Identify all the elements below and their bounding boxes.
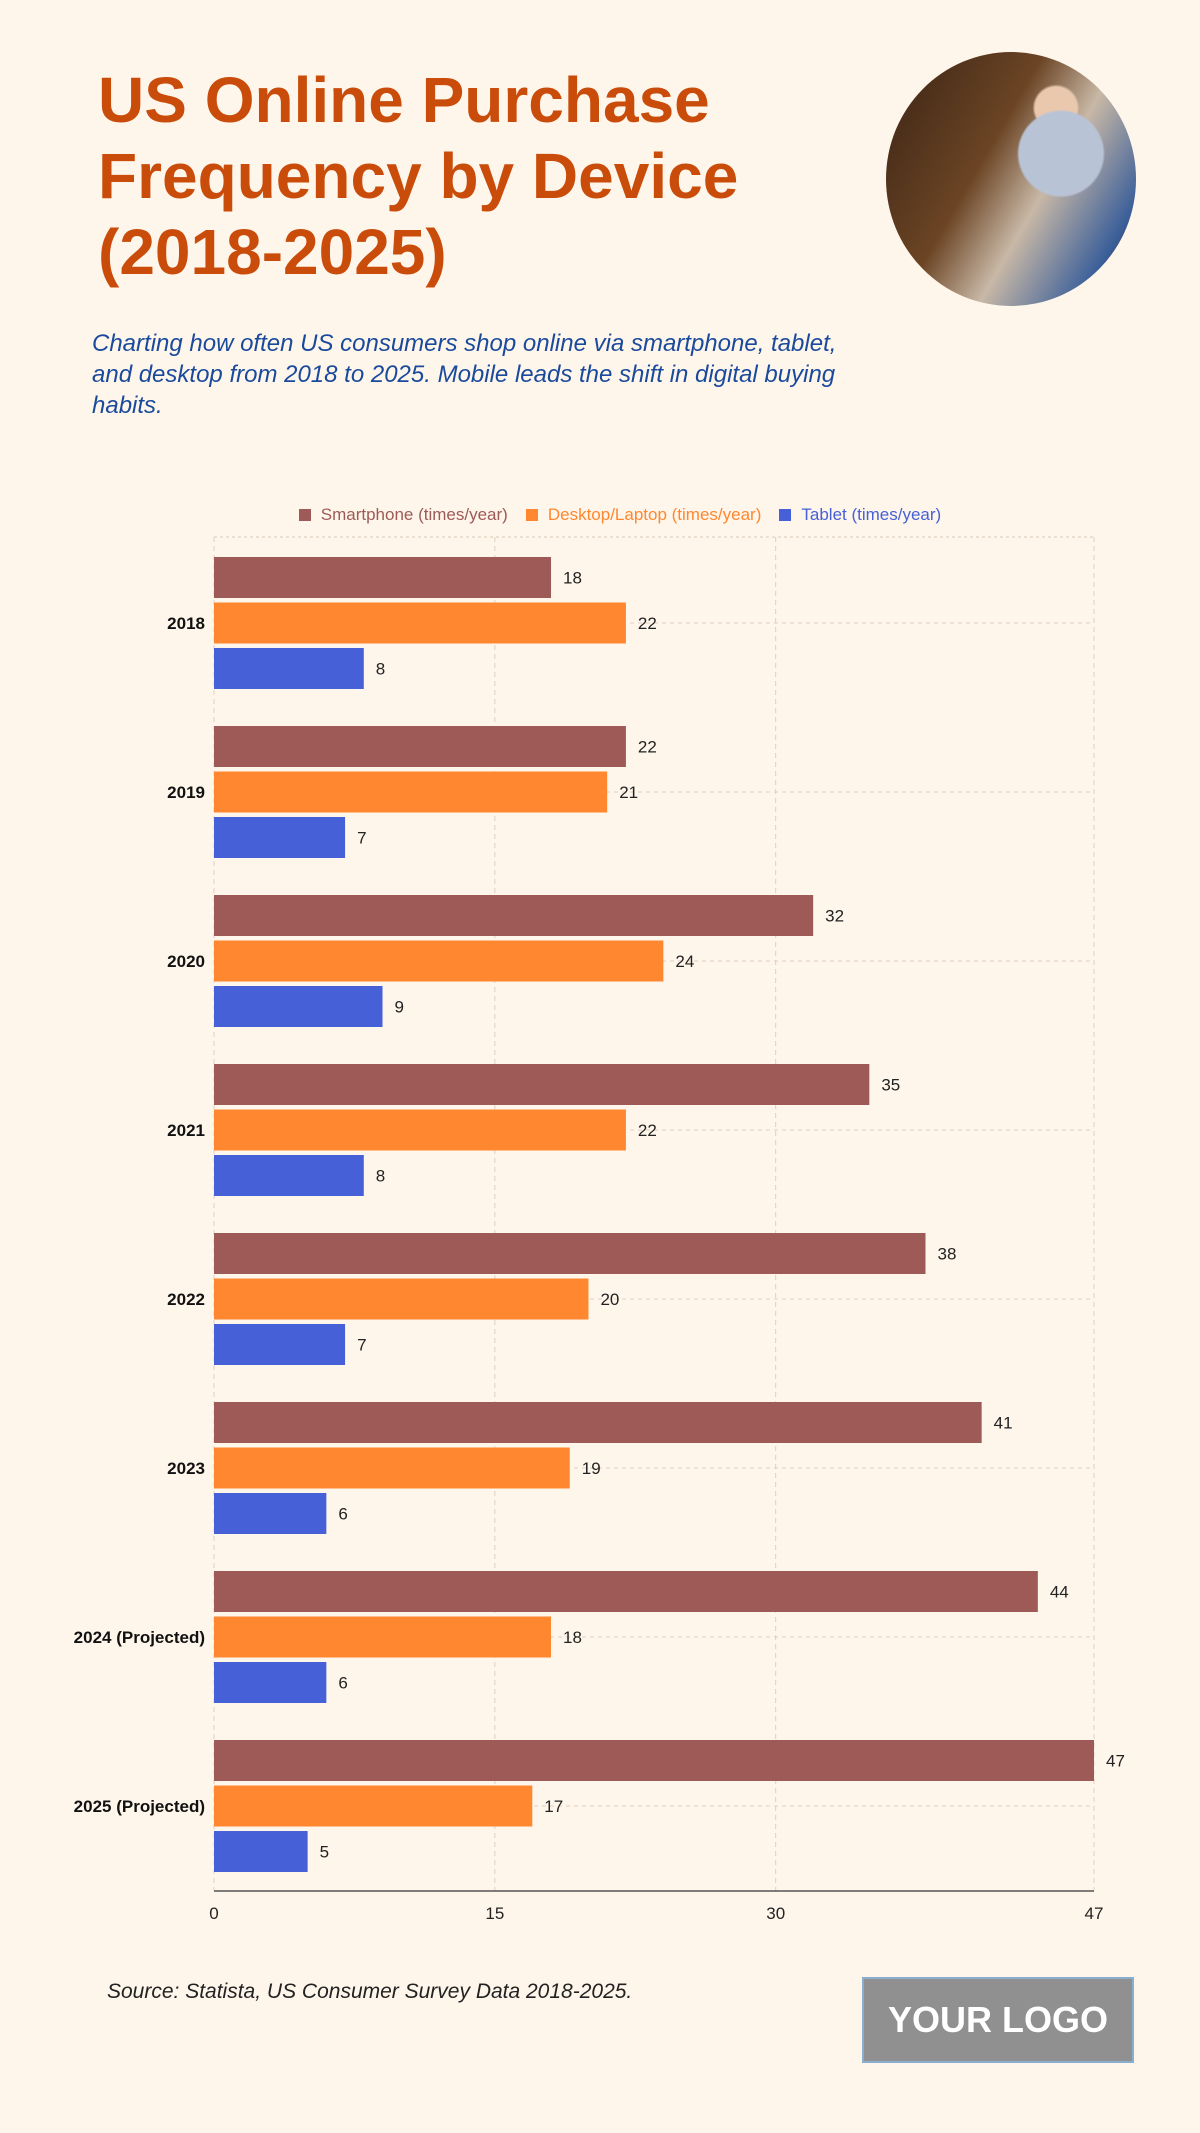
data-label: 22 — [638, 1121, 657, 1140]
bar — [214, 1493, 327, 1534]
data-label: 35 — [881, 1076, 900, 1095]
data-label: 6 — [338, 1674, 347, 1693]
data-label: 22 — [638, 614, 657, 633]
bar — [214, 1447, 570, 1489]
legend-item-smartphone: Smartphone (times/year) — [298, 505, 508, 525]
bar — [214, 895, 814, 936]
data-label: 19 — [582, 1459, 601, 1478]
bar — [214, 1109, 626, 1151]
data-label: 38 — [937, 1245, 956, 1264]
data-label: 8 — [376, 660, 385, 679]
x-tick-label: 47 — [1085, 1904, 1104, 1923]
bar — [214, 1740, 1094, 1781]
bar — [214, 1616, 552, 1658]
category-label: 2019 — [167, 783, 205, 802]
bar — [214, 986, 383, 1027]
data-label: 20 — [600, 1290, 619, 1309]
bar — [214, 1324, 346, 1365]
bar — [214, 817, 346, 858]
source-note: Source: Statista, US Consumer Survey Dat… — [107, 1980, 633, 2003]
legend-swatch — [525, 509, 538, 521]
data-label: 18 — [563, 569, 582, 588]
bar — [214, 771, 608, 813]
category-label: 2025 (Projected) — [74, 1797, 205, 1816]
legend-swatch — [779, 509, 792, 521]
legend-label: Desktop/Laptop (times/year) — [547, 505, 762, 524]
bar — [214, 1662, 327, 1703]
bar — [214, 648, 364, 689]
bar — [214, 557, 552, 598]
data-label: 32 — [825, 907, 844, 926]
data-label: 47 — [1106, 1752, 1125, 1771]
bar — [214, 940, 664, 982]
page-title: US Online Purchase Frequency by Device (… — [98, 64, 739, 288]
bar — [214, 1233, 926, 1274]
x-tick-label: 15 — [485, 1904, 504, 1923]
data-label: 18 — [563, 1628, 582, 1647]
x-tick-label: 30 — [766, 1904, 785, 1923]
legend-item-desktop: Desktop/Laptop (times/year) — [525, 505, 762, 525]
data-label: 9 — [395, 998, 404, 1017]
category-label: 2018 — [167, 614, 205, 633]
legend-swatch — [298, 509, 311, 521]
data-label: 17 — [544, 1797, 563, 1816]
data-label: 8 — [376, 1167, 385, 1186]
bar — [214, 1402, 982, 1443]
data-label: 7 — [357, 1336, 366, 1355]
bar — [214, 602, 626, 644]
legend-label: Tablet (times/year) — [801, 505, 942, 524]
category-label: 2023 — [167, 1459, 205, 1478]
bar — [214, 726, 626, 767]
category-label: 2022 — [167, 1290, 205, 1309]
bar — [214, 1278, 589, 1320]
bar — [214, 1831, 308, 1872]
page-subtitle: Charting how often US consumers shop onl… — [92, 330, 837, 419]
bar — [214, 1571, 1038, 1612]
shopper-photo — [886, 52, 1136, 306]
legend-label: Smartphone (times/year) — [320, 505, 508, 524]
legend-item-tablet: Tablet (times/year) — [779, 505, 941, 525]
bar — [214, 1064, 870, 1105]
logo: YOUR LOGO — [862, 1977, 1134, 2063]
x-tick-label: 0 — [209, 1904, 218, 1923]
chart-legend: Smartphone (times/year) Desktop/Laptop (… — [0, 505, 1200, 525]
bar — [214, 1785, 533, 1827]
category-label: 2021 — [167, 1121, 205, 1140]
data-label: 22 — [638, 738, 657, 757]
data-label: 24 — [675, 952, 694, 971]
category-label: 2024 (Projected) — [74, 1628, 205, 1647]
data-label: 44 — [1050, 1583, 1069, 1602]
data-label: 7 — [357, 829, 366, 848]
category-label: 2020 — [167, 952, 205, 971]
data-label: 41 — [994, 1414, 1013, 1433]
data-label: 21 — [619, 783, 638, 802]
data-label: 5 — [320, 1843, 329, 1862]
bar — [214, 1155, 364, 1196]
data-label: 6 — [338, 1505, 347, 1524]
